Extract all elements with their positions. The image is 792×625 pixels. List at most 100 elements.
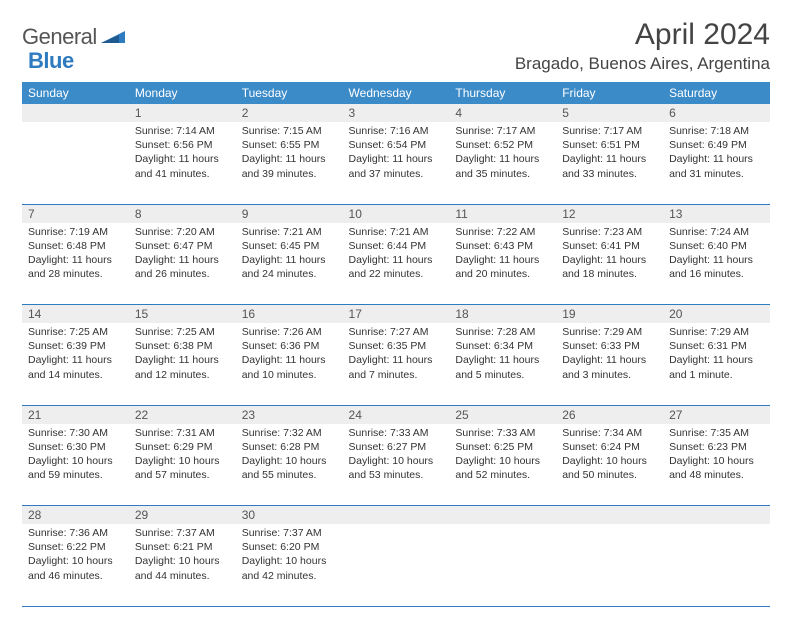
daylight-line: Daylight: 11 hours and 39 minutes. [242,152,337,180]
title-block: April 2024 Bragado, Buenos Aires, Argent… [515,18,770,74]
day-number: 30 [236,506,343,524]
daylight-line: Daylight: 11 hours and 18 minutes. [562,253,657,281]
sunset-line: Sunset: 6:28 PM [242,440,337,454]
calendar-cell: Sunrise: 7:21 AMSunset: 6:45 PMDaylight:… [236,223,343,305]
sunrise-line: Sunrise: 7:31 AM [135,426,230,440]
calendar-cell: Sunrise: 7:29 AMSunset: 6:33 PMDaylight:… [556,323,663,405]
sunset-line: Sunset: 6:33 PM [562,339,657,353]
brand-name-2: Blue [28,48,74,74]
daylight-line: Daylight: 11 hours and 14 minutes. [28,353,123,381]
sunset-line: Sunset: 6:47 PM [135,239,230,253]
calendar-cell: Sunrise: 7:18 AMSunset: 6:49 PMDaylight:… [663,122,770,204]
calendar-cell: Sunrise: 7:36 AMSunset: 6:22 PMDaylight:… [22,524,129,606]
day-number: 28 [22,506,129,524]
calendar-cell: Sunrise: 7:20 AMSunset: 6:47 PMDaylight:… [129,223,236,305]
calendar-cell: Sunrise: 7:14 AMSunset: 6:56 PMDaylight:… [129,122,236,204]
sunrise-line: Sunrise: 7:19 AM [28,225,123,239]
calendar-cell: Sunrise: 7:28 AMSunset: 6:34 PMDaylight:… [449,323,556,405]
sunrise-line: Sunrise: 7:29 AM [562,325,657,339]
calendar-cell: Sunrise: 7:25 AMSunset: 6:38 PMDaylight:… [129,323,236,405]
day-number: 7 [22,205,129,223]
calendar-cell: Sunrise: 7:26 AMSunset: 6:36 PMDaylight:… [236,323,343,405]
sunrise-line: Sunrise: 7:30 AM [28,426,123,440]
daylight-line: Daylight: 11 hours and 10 minutes. [242,353,337,381]
daylight-line: Daylight: 11 hours and 31 minutes. [669,152,764,180]
sunset-line: Sunset: 6:56 PM [135,138,230,152]
sunset-line: Sunset: 6:40 PM [669,239,764,253]
daylight-line: Daylight: 11 hours and 1 minute. [669,353,764,381]
day-number: 18 [449,305,556,323]
daylight-line: Daylight: 11 hours and 3 minutes. [562,353,657,381]
calendar-cell: Sunrise: 7:17 AMSunset: 6:51 PMDaylight:… [556,122,663,204]
daylight-line: Daylight: 11 hours and 28 minutes. [28,253,123,281]
sunrise-line: Sunrise: 7:16 AM [349,124,444,138]
calendar-cell: Sunrise: 7:27 AMSunset: 6:35 PMDaylight:… [343,323,450,405]
calendar-cell: Sunrise: 7:21 AMSunset: 6:44 PMDaylight:… [343,223,450,305]
sunrise-line: Sunrise: 7:23 AM [562,225,657,239]
sunset-line: Sunset: 6:48 PM [28,239,123,253]
day-number: 12 [556,205,663,223]
day-number: 14 [22,305,129,323]
day-number [556,506,663,524]
sunrise-line: Sunrise: 7:36 AM [28,526,123,540]
sunset-line: Sunset: 6:54 PM [349,138,444,152]
sunrise-line: Sunrise: 7:22 AM [455,225,550,239]
calendar-cell [556,524,663,606]
day-number: 16 [236,305,343,323]
sunset-line: Sunset: 6:30 PM [28,440,123,454]
daylight-line: Daylight: 11 hours and 24 minutes. [242,253,337,281]
day-number: 21 [22,406,129,424]
day-number: 27 [663,406,770,424]
calendar-cell: Sunrise: 7:35 AMSunset: 6:23 PMDaylight:… [663,424,770,506]
sunset-line: Sunset: 6:39 PM [28,339,123,353]
sunset-line: Sunset: 6:34 PM [455,339,550,353]
calendar-table: SundayMondayTuesdayWednesdayThursdayFrid… [22,82,770,607]
daylight-line: Daylight: 11 hours and 16 minutes. [669,253,764,281]
sunrise-line: Sunrise: 7:28 AM [455,325,550,339]
weekday-header: Sunday [22,82,129,104]
sunrise-line: Sunrise: 7:21 AM [349,225,444,239]
daylight-line: Daylight: 10 hours and 44 minutes. [135,554,230,582]
sunset-line: Sunset: 6:29 PM [135,440,230,454]
sunrise-line: Sunrise: 7:25 AM [28,325,123,339]
day-number: 3 [343,104,450,122]
sunset-line: Sunset: 6:51 PM [562,138,657,152]
day-number: 24 [343,406,450,424]
day-number [663,506,770,524]
sunrise-line: Sunrise: 7:18 AM [669,124,764,138]
day-number: 2 [236,104,343,122]
sunrise-line: Sunrise: 7:33 AM [455,426,550,440]
day-number: 23 [236,406,343,424]
day-number: 19 [556,305,663,323]
sunset-line: Sunset: 6:45 PM [242,239,337,253]
sunset-line: Sunset: 6:35 PM [349,339,444,353]
calendar-cell: Sunrise: 7:37 AMSunset: 6:20 PMDaylight:… [236,524,343,606]
calendar-cell: Sunrise: 7:29 AMSunset: 6:31 PMDaylight:… [663,323,770,405]
calendar-cell: Sunrise: 7:30 AMSunset: 6:30 PMDaylight:… [22,424,129,506]
weekday-header: Friday [556,82,663,104]
weekday-header: Wednesday [343,82,450,104]
daylight-line: Daylight: 11 hours and 26 minutes. [135,253,230,281]
sunset-line: Sunset: 6:23 PM [669,440,764,454]
calendar-cell: Sunrise: 7:32 AMSunset: 6:28 PMDaylight:… [236,424,343,506]
calendar-cell: Sunrise: 7:25 AMSunset: 6:39 PMDaylight:… [22,323,129,405]
sunset-line: Sunset: 6:21 PM [135,540,230,554]
sunrise-line: Sunrise: 7:37 AM [242,526,337,540]
daylight-line: Daylight: 11 hours and 7 minutes. [349,353,444,381]
sunrise-line: Sunrise: 7:27 AM [349,325,444,339]
calendar-cell: Sunrise: 7:16 AMSunset: 6:54 PMDaylight:… [343,122,450,204]
brand-line2: Blue [28,42,74,74]
sunset-line: Sunset: 6:25 PM [455,440,550,454]
day-number: 22 [129,406,236,424]
daylight-line: Daylight: 10 hours and 46 minutes. [28,554,123,582]
day-number: 1 [129,104,236,122]
sunrise-line: Sunrise: 7:20 AM [135,225,230,239]
sunrise-line: Sunrise: 7:15 AM [242,124,337,138]
location-text: Bragado, Buenos Aires, Argentina [515,54,770,74]
daylight-line: Daylight: 10 hours and 48 minutes. [669,454,764,482]
calendar-cell: Sunrise: 7:22 AMSunset: 6:43 PMDaylight:… [449,223,556,305]
sunset-line: Sunset: 6:24 PM [562,440,657,454]
month-title: April 2024 [515,18,770,52]
sunrise-line: Sunrise: 7:34 AM [562,426,657,440]
day-number [343,506,450,524]
